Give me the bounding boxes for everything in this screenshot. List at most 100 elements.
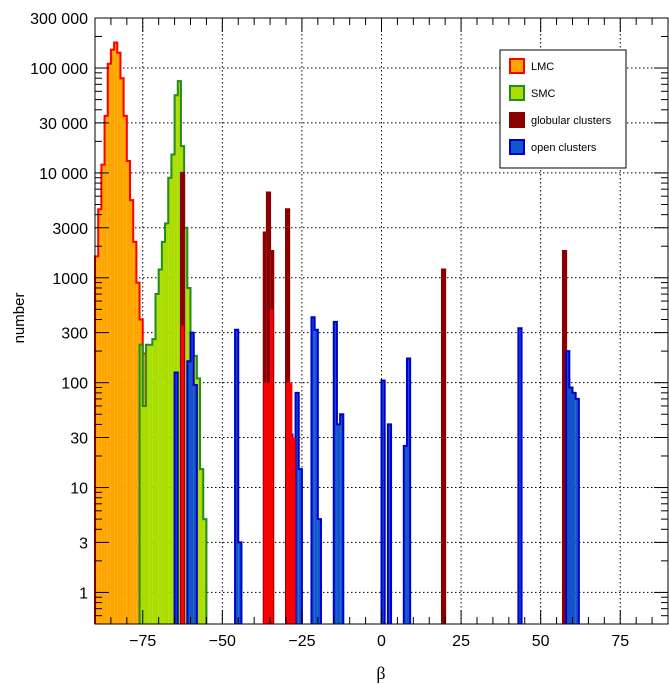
smc-bar	[161, 241, 166, 624]
lmc-outline	[94, 41, 147, 624]
x-tick-label: 75	[611, 633, 629, 650]
globular-clusters-bar	[562, 251, 567, 624]
globular-clusters-overlay-bar	[270, 309, 274, 624]
lmc-bar	[133, 241, 137, 624]
open-clusters-bar	[295, 392, 299, 624]
x-tick-label: 25	[452, 633, 470, 650]
open-clusters-bar	[193, 385, 197, 624]
lmc-bar	[95, 256, 99, 624]
open-clusters-bar	[190, 332, 194, 624]
axis-ticks	[94, 17, 669, 625]
lmc-bar	[114, 42, 118, 624]
legend-swatch	[509, 112, 525, 128]
lmc-bar	[98, 209, 102, 624]
x-tick-labels: −75 −50 −25 0 25 50 75	[129, 633, 629, 650]
y-tick-labels: 1 3 10 30 100 300 1000 3000 10 000 30 000 100 000 3…	[30, 11, 88, 602]
smc-bar	[203, 519, 207, 624]
legend-label: open clusters	[531, 142, 597, 154]
smc-bar	[149, 344, 153, 624]
lmc-bar	[136, 282, 140, 624]
x-axis-title: β	[376, 663, 385, 683]
smc-bar	[158, 269, 162, 624]
y-tick-label: 100 000	[30, 61, 88, 78]
y-tick-label: 300	[61, 326, 88, 343]
y-tick-label: 10	[70, 481, 88, 498]
y-tick-label: 3	[79, 535, 88, 552]
open-clusters-bar	[235, 329, 239, 624]
x-tick-label: −75	[129, 633, 156, 650]
open-clusters-bar	[518, 328, 522, 624]
lmc-bar	[101, 164, 105, 625]
open-clusters-bar	[238, 542, 242, 624]
y-tick-label: 30 000	[39, 116, 88, 133]
smc-bar	[184, 227, 188, 624]
smc-bar	[145, 344, 150, 624]
open-clusters-bar	[311, 317, 315, 624]
legend-swatch	[509, 139, 525, 155]
globular-clusters-overlay-bar	[289, 382, 293, 624]
y-tick-label: 300 000	[30, 11, 88, 28]
open-clusters-bar	[336, 424, 341, 624]
smc-bar	[139, 344, 143, 624]
smc-bar	[168, 177, 172, 624]
smc-bar	[196, 378, 201, 624]
open-clusters-bar	[333, 321, 337, 624]
lmc-bar	[117, 52, 121, 624]
open-clusters-outline	[173, 316, 580, 624]
open-clusters-bar	[340, 414, 344, 624]
open-clusters-bar	[575, 398, 579, 624]
lmc-bar	[107, 63, 111, 625]
open-clusters-bar	[314, 329, 318, 624]
x-tick-label: 50	[532, 633, 550, 650]
y-tick-label: 10 000	[39, 166, 88, 183]
lmc-bar	[110, 49, 115, 625]
legend-label: SMC	[531, 88, 556, 100]
x-tick-label: −50	[209, 633, 236, 650]
open-clusters-bar	[174, 372, 178, 624]
smc-bar	[171, 154, 175, 624]
open-clusters-bar	[403, 445, 407, 624]
legend-swatch	[509, 85, 525, 101]
legend: LMC SMC globular clusters open clusters	[499, 49, 627, 169]
smc-bar	[155, 294, 159, 624]
globular-clusters-overlay-bar	[180, 325, 185, 624]
globular-clusters-bar	[441, 269, 446, 624]
open-clusters-bar	[381, 380, 385, 624]
open-clusters-bar	[566, 351, 570, 624]
lmc-bar	[126, 160, 131, 624]
globular-clusters-overlay-bar	[286, 382, 290, 624]
open-clusters-bar	[298, 469, 302, 624]
smc-outline	[138, 80, 208, 624]
open-clusters-bar	[569, 387, 573, 624]
globular-clusters-overlay-bar	[292, 437, 296, 624]
smc-bar	[200, 469, 204, 624]
legend-label: LMC	[531, 61, 554, 73]
y-tick-label: 1	[79, 585, 88, 602]
y-tick-label: 1000	[52, 271, 88, 288]
smc-bar	[142, 405, 146, 624]
open-clusters-bar	[187, 361, 191, 624]
y-tick-label: 100	[61, 376, 88, 393]
open-clusters-bar	[387, 424, 392, 624]
y-axis-title: number	[11, 293, 28, 344]
lmc-bar	[130, 200, 134, 625]
x-tick-label: −25	[288, 633, 315, 650]
y-tick-label: 3000	[52, 221, 88, 238]
open-clusters-bar	[406, 358, 411, 624]
open-clusters-bar	[317, 519, 322, 624]
globular-clusters-overlay-bar	[266, 382, 271, 624]
lmc-bar	[123, 115, 127, 624]
globular-clusters-overlay-bar	[263, 382, 267, 624]
open-clusters-bar	[572, 392, 576, 624]
lmc-bar	[120, 78, 124, 625]
smc-bar	[174, 95, 178, 624]
legend-label: globular clusters	[531, 115, 612, 127]
globular-clusters-outline	[179, 171, 571, 624]
x-tick-label: 0	[377, 633, 386, 650]
y-tick-label: 30	[70, 431, 88, 448]
legend-swatch	[509, 58, 525, 74]
smc-bar	[177, 81, 181, 624]
smc-bar	[152, 339, 156, 624]
lmc-bar	[104, 115, 108, 624]
histogram-bars	[94, 41, 580, 625]
